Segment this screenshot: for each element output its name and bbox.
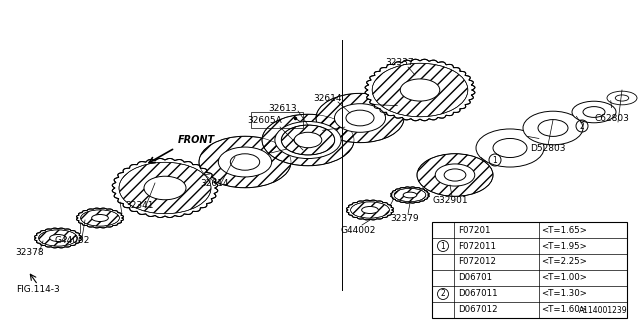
Polygon shape: [35, 228, 81, 248]
Ellipse shape: [346, 200, 394, 220]
Text: 32378: 32378: [16, 247, 44, 257]
Bar: [432, 222, 627, 318]
Text: FRONT: FRONT: [178, 135, 215, 145]
Ellipse shape: [417, 154, 493, 196]
Ellipse shape: [38, 230, 77, 246]
Ellipse shape: [262, 114, 354, 166]
Ellipse shape: [199, 136, 291, 188]
Ellipse shape: [282, 125, 335, 155]
Text: G32901: G32901: [432, 196, 468, 204]
Ellipse shape: [362, 206, 378, 213]
Ellipse shape: [92, 214, 108, 221]
Text: D067011: D067011: [458, 290, 498, 299]
Text: 32614: 32614: [314, 93, 342, 102]
Text: F072012: F072012: [458, 258, 496, 267]
Ellipse shape: [394, 188, 426, 202]
Polygon shape: [112, 158, 218, 218]
Polygon shape: [77, 208, 124, 228]
Text: <T=2.25>: <T=2.25>: [541, 258, 587, 267]
Ellipse shape: [403, 192, 417, 198]
Ellipse shape: [435, 164, 475, 186]
Ellipse shape: [230, 154, 260, 170]
Text: D52803: D52803: [531, 143, 566, 153]
Text: A114001239: A114001239: [579, 306, 628, 315]
Ellipse shape: [112, 158, 218, 218]
Text: D067012: D067012: [458, 306, 498, 315]
Text: 32341: 32341: [125, 201, 154, 210]
Text: 2: 2: [440, 290, 445, 299]
Ellipse shape: [275, 122, 341, 158]
Ellipse shape: [538, 120, 568, 136]
Ellipse shape: [444, 169, 466, 181]
Text: <T=1.30>: <T=1.30>: [541, 290, 587, 299]
Text: C62803: C62803: [595, 114, 629, 123]
Text: 32605A: 32605A: [248, 116, 282, 124]
Ellipse shape: [294, 132, 322, 148]
Polygon shape: [365, 59, 475, 121]
Text: 2: 2: [580, 122, 584, 131]
Ellipse shape: [119, 162, 211, 214]
Text: G44002: G44002: [54, 236, 90, 244]
Text: 32337: 32337: [386, 58, 414, 67]
Ellipse shape: [607, 91, 637, 105]
Text: 32379: 32379: [390, 213, 419, 222]
Ellipse shape: [372, 63, 468, 117]
Text: D06701: D06701: [458, 274, 492, 283]
Ellipse shape: [523, 111, 583, 145]
Polygon shape: [346, 200, 394, 220]
Ellipse shape: [76, 208, 124, 228]
Ellipse shape: [400, 79, 440, 101]
Text: G44002: G44002: [340, 226, 376, 235]
Text: 32614: 32614: [201, 179, 229, 188]
Ellipse shape: [615, 95, 628, 101]
Ellipse shape: [476, 129, 544, 167]
Text: <T=1.60>: <T=1.60>: [541, 306, 587, 315]
Ellipse shape: [218, 147, 272, 177]
Ellipse shape: [572, 101, 616, 123]
Text: 1: 1: [440, 242, 445, 251]
Ellipse shape: [583, 107, 605, 117]
Polygon shape: [391, 187, 429, 203]
Ellipse shape: [81, 210, 120, 226]
Ellipse shape: [50, 235, 67, 242]
Text: 32613: 32613: [269, 103, 298, 113]
Ellipse shape: [144, 176, 186, 200]
Ellipse shape: [316, 93, 404, 143]
Ellipse shape: [390, 187, 430, 203]
Text: 1: 1: [493, 156, 497, 164]
Text: <T=1.95>: <T=1.95>: [541, 242, 587, 251]
Ellipse shape: [365, 59, 475, 121]
Ellipse shape: [493, 139, 527, 157]
Ellipse shape: [346, 110, 374, 126]
Text: FIG.114-3: FIG.114-3: [16, 285, 60, 294]
Ellipse shape: [351, 202, 389, 218]
Text: <T=1.00>: <T=1.00>: [541, 274, 587, 283]
Text: F07201: F07201: [458, 226, 490, 235]
Text: <T=1.65>: <T=1.65>: [541, 226, 587, 235]
Ellipse shape: [335, 104, 385, 132]
Text: F072011: F072011: [458, 242, 496, 251]
Ellipse shape: [34, 228, 82, 248]
